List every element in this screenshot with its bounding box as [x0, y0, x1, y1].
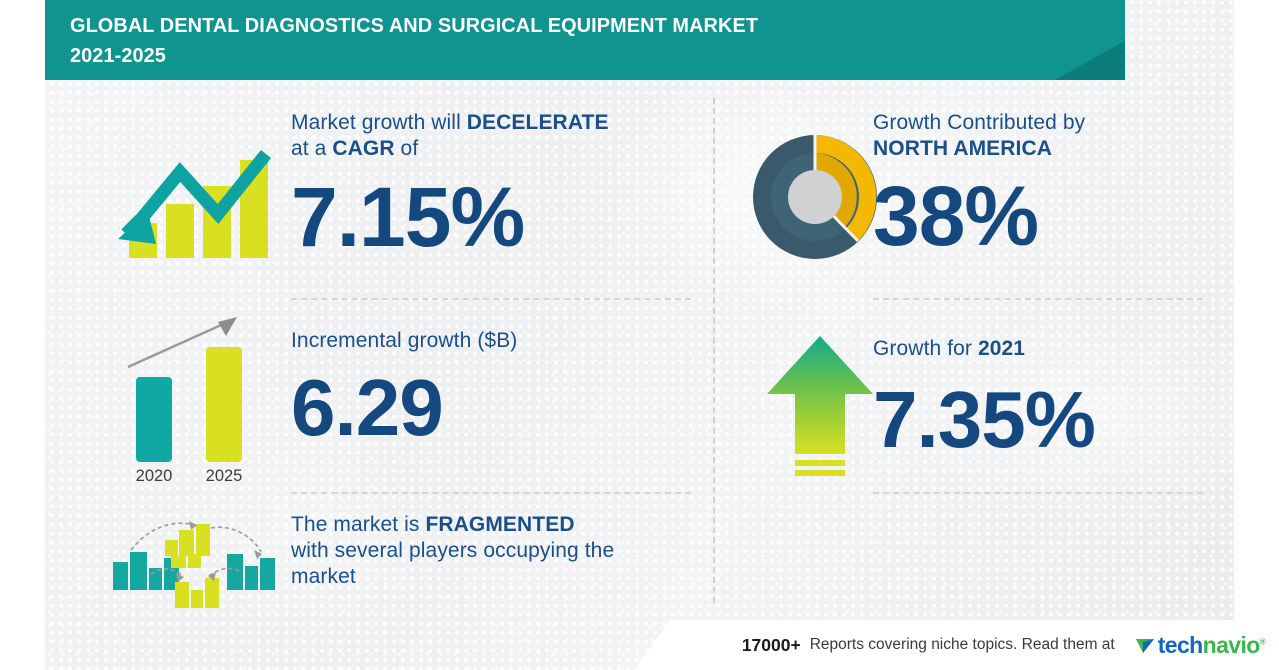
title-line-1: GLOBAL DENTAL DIAGNOSTICS AND SURGICAL E…	[70, 14, 759, 37]
declining-bar-chart-icon	[103, 122, 283, 262]
growth-bars-svg: 2020 2025	[127, 316, 243, 485]
up-arrow-svg	[767, 336, 873, 476]
logo-trademark: ®	[1259, 636, 1266, 646]
fragmented-line2: with several players occupying the	[291, 539, 615, 562]
city-buildings-network-icon	[103, 512, 287, 616]
cagr-heading-bold: DECELERATE	[466, 111, 609, 134]
svg-text:2025: 2025	[206, 467, 243, 485]
declining-chart-svg	[118, 149, 272, 258]
cagr-heading-l2-pre: at a	[291, 137, 333, 160]
fragmented-pre: The market is	[291, 513, 426, 536]
technavio-wordmark: technavio®	[1157, 631, 1266, 659]
footer-band	[634, 620, 1279, 670]
footer-tagline: Reports covering niche topics. Read them…	[809, 636, 1115, 653]
fragmented-bold: FRAGMENTED	[425, 513, 575, 536]
incremental-growth-card: Incremental growth ($B) 6.29	[291, 328, 691, 448]
technavio-logo[interactable]: technavio®	[1134, 631, 1266, 659]
cagr-heading-pre: Market growth will	[291, 111, 467, 134]
footer-content: 17000+ Reports covering niche topics. Re…	[741, 620, 1266, 670]
right-divider-2	[873, 492, 1203, 494]
region-heading-line1: Growth Contributed by	[873, 111, 1086, 134]
yearly-growth-card: Growth for 2021 7.35%	[873, 336, 1213, 460]
reports-count: 17000+	[741, 634, 801, 655]
cagr-value: 7.15%	[291, 170, 525, 264]
buildings-svg	[113, 521, 275, 608]
yearly-heading-pre: Growth for	[873, 337, 978, 360]
donut-chart-icon	[740, 122, 890, 272]
fragmented-line3: market	[291, 565, 356, 588]
content-grid: Market growth will DECELERATE at a CAGR …	[45, 80, 1234, 620]
right-divider-1	[873, 298, 1203, 300]
cagr-card: Market growth will DECELERATE at a CAGR …	[291, 110, 691, 259]
yearly-heading: Growth for 2021	[873, 336, 1213, 362]
region-heading: Growth Contributed by NORTH AMERICA	[873, 110, 1203, 162]
yearly-heading-bold: 2021	[977, 337, 1026, 360]
footer: 17000+ Reports covering niche topics. Re…	[0, 618, 1279, 670]
growth-bars-icon: 2020 2025	[105, 302, 285, 487]
region-heading-line2: NORTH AMERICA	[873, 137, 1053, 160]
column-divider	[713, 98, 715, 603]
header-banner	[45, 0, 1125, 80]
fragmented-card: The market is FRAGMENTED with several pl…	[291, 512, 721, 590]
cagr-heading-l2-post: of	[394, 137, 419, 160]
cagr-heading-l2-bold: CAGR	[332, 137, 395, 160]
logo-navio: navio	[1202, 631, 1261, 658]
left-divider-2	[291, 492, 691, 494]
donut-svg	[753, 135, 877, 259]
incremental-heading: Incremental growth ($B)	[291, 329, 518, 352]
background-panel	[45, 0, 1234, 670]
svg-text:2020: 2020	[136, 467, 173, 485]
left-divider-1	[291, 298, 691, 300]
up-arrow-icon	[745, 328, 895, 488]
page-title: GLOBAL DENTAL DIAGNOSTICS AND SURGICAL E…	[70, 11, 758, 71]
incremental-value: 6.29	[291, 363, 444, 452]
fragmented-heading: The market is FRAGMENTED with several pl…	[291, 512, 721, 590]
technavio-mark-icon	[1135, 639, 1154, 653]
region-value: 38%	[873, 169, 1039, 263]
logo-tech: tech	[1157, 631, 1204, 658]
cagr-heading: Market growth will DECELERATE at a CAGR …	[291, 110, 691, 162]
title-line-2: 2021-2025	[70, 44, 166, 67]
region-card: Growth Contributed by NORTH AMERICA 38%	[873, 110, 1203, 258]
yearly-value: 7.35%	[873, 375, 1096, 464]
